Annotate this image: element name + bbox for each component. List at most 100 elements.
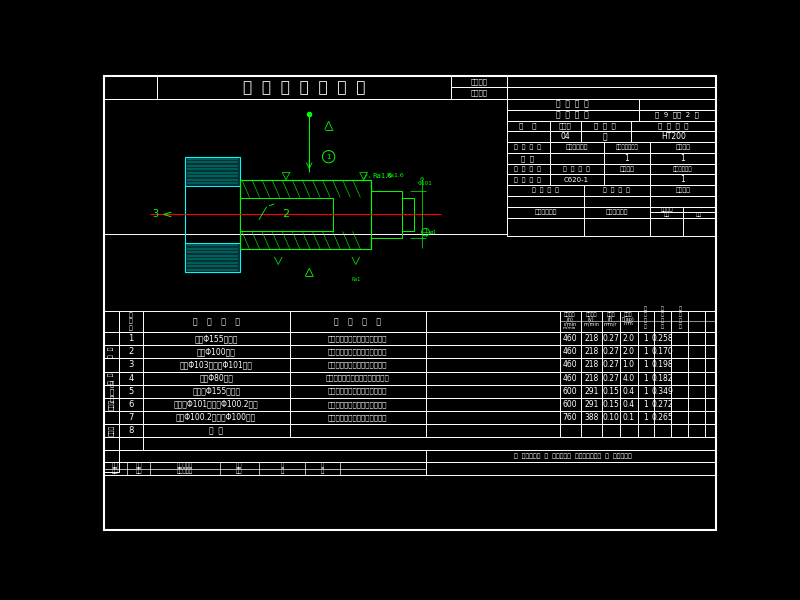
Text: 04: 04: [560, 132, 570, 141]
Text: 1: 1: [681, 154, 685, 163]
Text: 毛  坯  种  类: 毛 坯 种 类: [514, 145, 542, 150]
Text: 0.349: 0.349: [652, 386, 674, 395]
Text: HT200: HT200: [661, 132, 686, 141]
Bar: [104, 437, 716, 450]
Text: 处数: 处数: [135, 463, 142, 468]
Bar: [119, 346, 716, 358]
Text: 设  备  名  称: 设 备 名 称: [514, 166, 542, 172]
Text: 0.182: 0.182: [652, 374, 674, 383]
Text: 工
时
辅
助: 工 时 辅 助: [678, 307, 681, 329]
Text: 更改文件号: 更改文件号: [177, 469, 194, 475]
Text: r/min: r/min: [563, 321, 576, 326]
Text: 每毛坯可制件数: 每毛坯可制件数: [616, 145, 638, 150]
Bar: [507, 76, 716, 88]
Text: 卧  式  车  床: 卧 式 车 床: [514, 177, 542, 182]
Bar: [119, 311, 716, 332]
Bar: [104, 76, 157, 99]
Bar: [186, 243, 239, 272]
Text: 460: 460: [562, 374, 577, 383]
Text: 同时加工件数: 同时加工件数: [673, 166, 693, 172]
Text: 218: 218: [584, 347, 598, 356]
Text: 零  件  名  称: 零 件 名 称: [556, 110, 589, 119]
Text: (v): (v): [588, 317, 594, 322]
Text: 更改文件号: 更改文件号: [177, 463, 194, 468]
Text: 签字: 签字: [236, 469, 242, 475]
Text: 8: 8: [128, 426, 134, 435]
Text: 1.0: 1.0: [622, 361, 634, 370]
Text: 切削液数: 切削液数: [675, 188, 690, 193]
Text: 外圆车刀、游标卡尺、专用夹具: 外圆车刀、游标卡尺、专用夹具: [327, 414, 387, 421]
Text: 5: 5: [128, 386, 134, 395]
Text: 0.15: 0.15: [602, 386, 619, 395]
Text: 460: 460: [562, 347, 577, 356]
Text: 0.198: 0.198: [652, 361, 674, 370]
Text: 产品型号: 产品型号: [470, 79, 487, 85]
Text: 1: 1: [326, 154, 331, 160]
Text: 1: 1: [643, 334, 648, 343]
Text: Ra1: Ra1: [351, 277, 361, 283]
Bar: [239, 180, 371, 249]
Bar: [119, 332, 716, 346]
Text: 共  9  页第  2  页: 共 9 页第 2 页: [655, 112, 699, 118]
Text: 端面车刀、游标分尺、专用夹具: 端面车刀、游标分尺、专用夹具: [327, 349, 387, 355]
Text: 铸  件: 铸 件: [522, 155, 534, 161]
Bar: [104, 411, 119, 424]
Bar: [371, 191, 402, 238]
Text: 工
步
机
动: 工 步 机 动: [662, 307, 664, 329]
Text: 期: 期: [321, 463, 324, 468]
Text: 精车Φ100.2外圆至Φ100外圆: 精车Φ100.2外圆至Φ100外圆: [176, 413, 256, 422]
Text: Φ: Φ: [419, 178, 424, 182]
Text: 工  序  名: 工 序 名: [594, 122, 616, 129]
Text: 半精车Φ101外圆至Φ100.2外圆: 半精车Φ101外圆至Φ100.2外圆: [174, 400, 258, 409]
Text: 夹  具  编  号: 夹 具 编 号: [532, 188, 559, 193]
Text: 设  计（日期）  审  核（日期）  标准化（日期）  会  签（日期）: 设 计（日期） 审 核（日期） 标准化（日期） 会 签（日期）: [514, 454, 632, 459]
Text: 工序号: 工序号: [558, 122, 571, 129]
Text: 0.15: 0.15: [602, 400, 619, 409]
Text: 期: 期: [321, 469, 324, 475]
Text: 签字: 签字: [236, 463, 242, 468]
Text: ø1: ø1: [430, 230, 437, 235]
Text: 0.27: 0.27: [602, 374, 619, 383]
Text: 清  图: 清 图: [109, 346, 114, 358]
Bar: [239, 197, 333, 232]
Bar: [507, 142, 716, 153]
Text: 291: 291: [584, 400, 598, 409]
Bar: [104, 463, 716, 475]
Text: 291: 291: [584, 386, 598, 395]
Text: 装订号: 装订号: [109, 425, 114, 436]
Text: 3: 3: [128, 361, 134, 370]
Text: 标记: 标记: [112, 463, 118, 468]
Bar: [507, 153, 716, 164]
Text: 夹  具  名  称: 夹 具 名 称: [603, 188, 630, 193]
Text: 粗车Φ155上端面: 粗车Φ155上端面: [194, 334, 238, 343]
Bar: [402, 197, 414, 232]
Bar: [119, 358, 716, 371]
Text: 218: 218: [584, 334, 598, 343]
Bar: [119, 398, 716, 411]
Text: m/min: m/min: [583, 321, 599, 326]
Text: 0.272: 0.272: [652, 400, 674, 409]
Text: 1: 1: [643, 413, 648, 422]
Text: 2: 2: [128, 347, 134, 356]
Bar: [157, 76, 451, 99]
Bar: [104, 424, 119, 437]
Text: 单件: 单件: [696, 212, 702, 217]
Text: 外圆车刀、游标卡尺、专用夹具: 外圆车刀、游标卡尺、专用夹具: [327, 401, 387, 407]
Text: 600: 600: [562, 400, 577, 409]
Text: 0.265: 0.265: [652, 413, 674, 422]
Text: 切削深: 切削深: [624, 312, 633, 317]
Bar: [507, 110, 716, 121]
Text: Φ101: Φ101: [418, 181, 433, 186]
Text: 日: 日: [281, 463, 284, 468]
Bar: [507, 99, 716, 110]
Text: 工    艺    装    备: 工 艺 装 备: [334, 317, 381, 326]
Text: 半精车Φ155上端面: 半精车Φ155上端面: [192, 386, 240, 395]
Text: 外圆车刀、游标卡尺、专用夹具: 外圆车刀、游标卡尺、专用夹具: [327, 362, 387, 368]
Text: mm/r: mm/r: [604, 321, 618, 326]
Text: 1: 1: [643, 361, 648, 370]
Bar: [186, 157, 239, 186]
Text: 日: 日: [281, 469, 284, 475]
Text: 1: 1: [643, 347, 648, 356]
Text: 1: 1: [643, 374, 648, 383]
Text: (n): (n): [566, 317, 573, 322]
